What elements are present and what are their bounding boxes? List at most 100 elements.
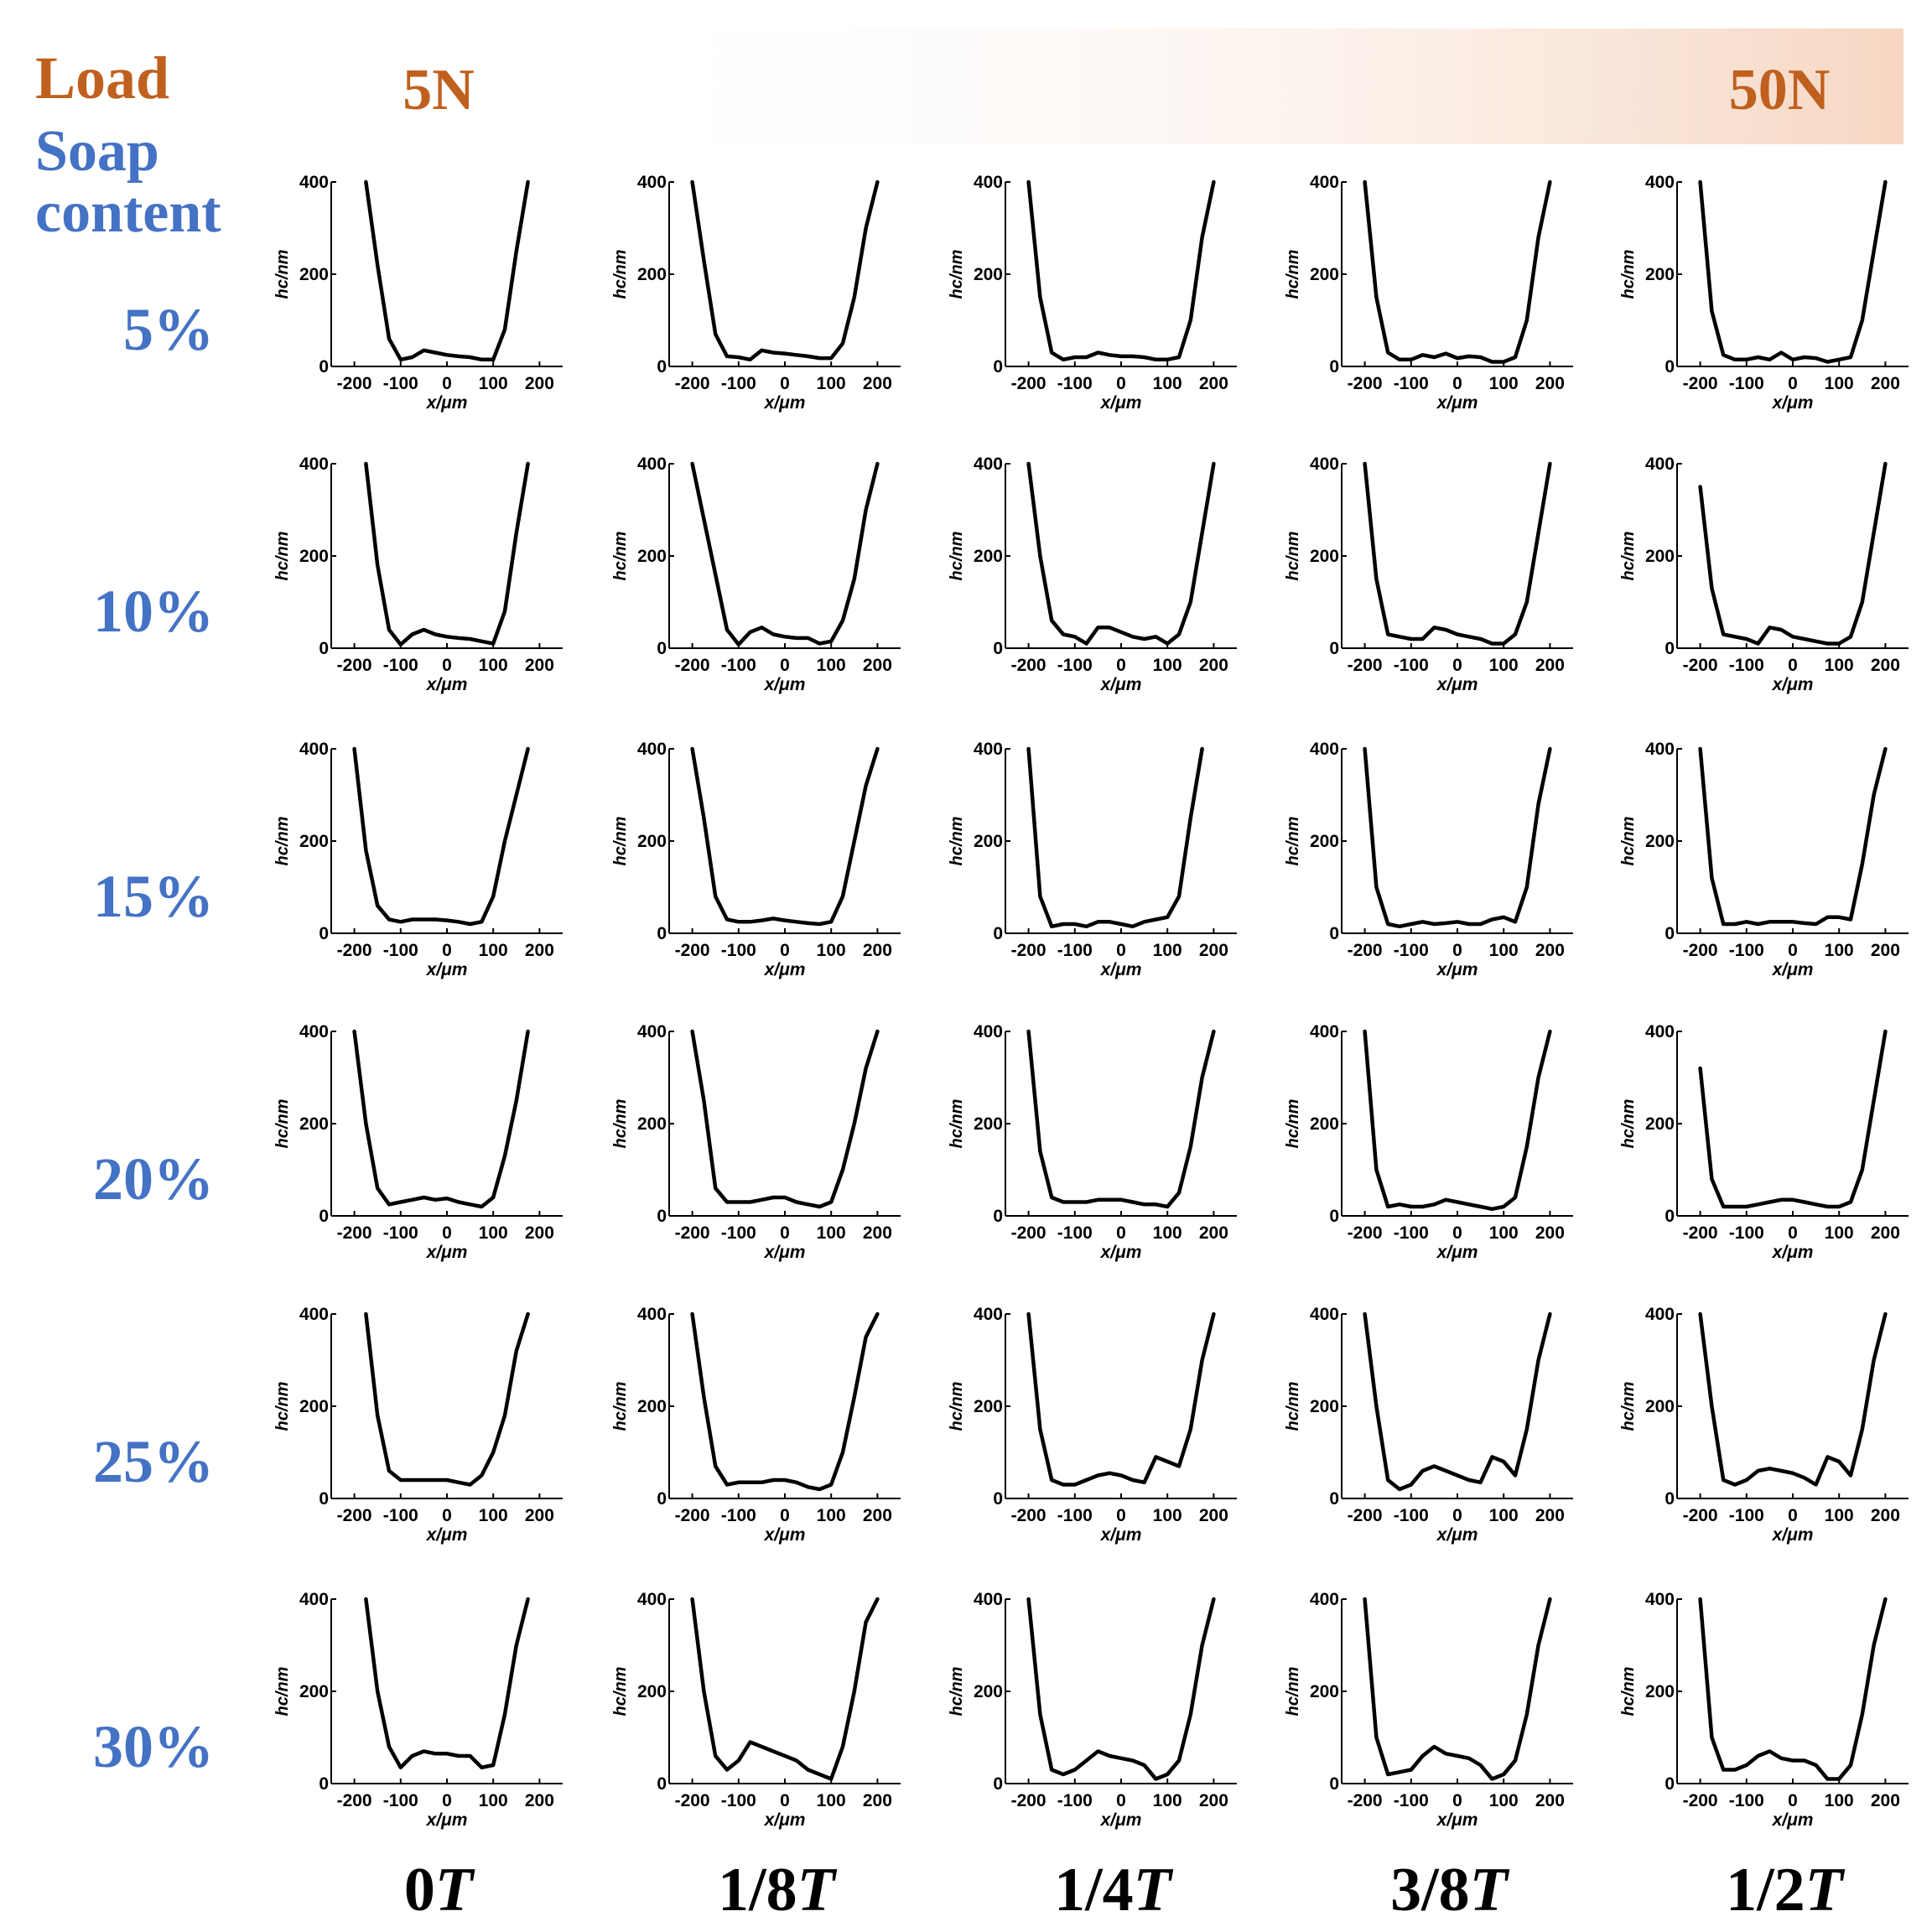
x-axis-label: x/μm [1100,1243,1142,1262]
y-tick-label: 0 [319,357,329,377]
y-tick-label: 200 [1310,1114,1339,1134]
x-tick-label: 0 [1788,941,1798,960]
x-tick-label: 0 [442,1791,452,1810]
film-thickness-curve [1026,1311,1216,1487]
panel-r3-c2: 0 200 400 -200 -100 0 100 200 x/μm hc/nm [611,740,901,979]
x-axis-label: x/μm [1772,1810,1814,1830]
x-tick-label: 100 [479,1223,508,1243]
x-axis-label: x/μm [1100,960,1142,979]
x-tick-label: -100 [1057,656,1093,675]
y-axis-label: hc/nm [273,1099,292,1149]
y-tick-label: 400 [1645,1022,1675,1041]
x-tick-label: -200 [1683,941,1718,960]
x-tick-label: 100 [479,374,508,393]
y-axis-label: hc/nm [948,1667,966,1716]
x-tick-label: 200 [1535,656,1565,675]
y-tick-label: 200 [974,1114,1003,1134]
y-tick-label: 400 [1310,1022,1339,1041]
row-label-5: 25% [93,1428,214,1495]
y-tick-label: 200 [974,1397,1003,1416]
x-tick-label: 0 [442,374,452,393]
x-tick-label: 100 [817,941,846,960]
y-tick-label: 0 [657,1207,667,1226]
film-thickness-curve [690,1597,880,1781]
y-tick-label: 0 [993,924,1003,943]
x-tick-label: 100 [1153,1791,1182,1810]
x-tick-label: 0 [1116,941,1126,960]
x-tick-label: -100 [1394,374,1429,393]
y-tick-label: 0 [1329,639,1339,658]
y-tick-label: 0 [657,1774,667,1794]
x-tick-label: 100 [479,656,508,675]
film-thickness-curve [690,1029,880,1209]
x-tick-label: 200 [1535,374,1565,393]
x-tick-label: -100 [1394,1223,1429,1243]
y-tick-label: 400 [299,1022,329,1041]
x-tick-label: 100 [1489,941,1519,960]
x-tick-label: -100 [721,1506,756,1525]
x-tick-label: -200 [675,1791,710,1810]
y-axis-label: hc/nm [611,1667,630,1716]
x-axis-label: x/μm [1100,675,1142,694]
film-thickness-curve [352,746,530,927]
x-tick-label: 0 [1452,1791,1462,1810]
x-axis-label: x/μm [764,1810,806,1830]
x-tick-label: 100 [1825,1223,1854,1243]
x-tick-label: 100 [1153,656,1182,675]
y-tick-label: 400 [1310,1305,1339,1324]
x-tick-label: 100 [817,1791,846,1810]
y-tick-label: 200 [1310,1682,1339,1701]
y-tick-label: 400 [1310,173,1339,192]
y-axis-label: hc/nm [273,250,292,299]
panel-r5-c5: 0 200 400 -200 -100 0 100 200 x/μm hc/nm [1619,1305,1909,1545]
panel-r2-c1: 0 200 400 -200 -100 0 100 200 x/μm hc/nm [273,454,563,694]
x-tick-label: -200 [1348,1506,1383,1525]
panel-r2-c5: 0 200 400 -200 -100 0 100 200 x/μm hc/nm [1619,454,1909,694]
y-tick-label: 200 [1645,1682,1675,1701]
film-thickness-curve [1698,179,1888,364]
x-tick-label: -200 [1683,656,1718,675]
film-thickness-curve [1026,179,1216,362]
x-tick-label: -100 [1057,1791,1093,1810]
y-tick-label: 200 [637,1114,667,1134]
x-tick-label: 0 [1116,656,1126,675]
y-tick-label: 200 [299,1397,329,1416]
panel-r6-c5: 0 200 400 -200 -100 0 100 200 x/μm hc/nm [1619,1590,1909,1830]
film-thickness-curve [364,179,530,362]
film-thickness-curve [1026,461,1216,646]
x-tick-label: -100 [721,656,756,675]
panel-r1-c2: 0 200 400 -200 -100 0 100 200 x/μm hc/nm [611,173,901,413]
x-axis-label: x/μm [1772,1243,1814,1262]
panel-r2-c2: 0 200 400 -200 -100 0 100 200 x/μm hc/nm [611,454,901,694]
x-tick-label: 0 [442,1506,452,1525]
film-thickness-curve [690,179,880,362]
x-tick-label: 100 [1489,1506,1519,1525]
y-tick-label: 400 [299,740,329,759]
col-label-4: 3/8T [1390,1856,1510,1924]
x-tick-label: -100 [1729,656,1764,675]
x-tick-label: 100 [1489,374,1519,393]
x-axis-label: x/μm [1100,1525,1142,1545]
y-tick-label: 200 [1645,265,1675,284]
x-tick-label: 200 [863,374,892,393]
x-tick-label: 200 [863,941,892,960]
y-tick-label: 400 [637,740,667,759]
film-thickness-curve [364,1311,530,1487]
y-axis-label: hc/nm [1284,532,1302,581]
x-tick-label: -100 [1057,1506,1093,1525]
x-tick-label: 200 [1199,1223,1228,1243]
row-label-1: 5% [123,296,214,363]
film-thickness-curve [1698,1029,1888,1209]
x-axis-label: x/μm [1772,960,1814,979]
x-tick-label: 0 [1116,1791,1126,1810]
y-axis-label: hc/nm [611,817,630,866]
y-tick-label: 400 [637,1590,667,1609]
x-tick-label: 100 [1153,1506,1182,1525]
x-tick-label: 0 [1788,1791,1798,1810]
y-tick-label: 0 [1329,357,1339,377]
x-tick-label: 100 [479,1506,508,1525]
x-tick-label: 200 [1535,1223,1565,1243]
y-tick-label: 400 [974,1590,1003,1609]
y-tick-label: 0 [1665,357,1675,377]
film-thickness-curve [1698,461,1888,646]
